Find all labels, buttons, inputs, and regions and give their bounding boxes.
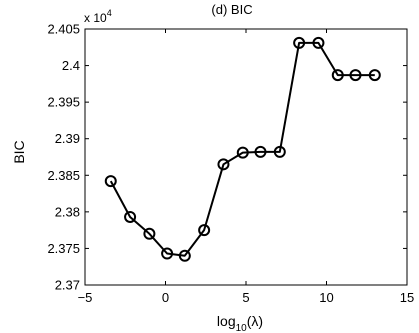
x-tick-label: 10 — [319, 290, 333, 305]
x-axis-label: log10(λ) — [217, 313, 263, 333]
chart-title: (d) BIC — [211, 2, 252, 17]
bic-series-line — [109, 41, 375, 257]
bic-data-point — [198, 224, 211, 237]
y-axis-label: BIC — [11, 140, 27, 163]
y-tick-label: 2.385 — [47, 168, 80, 183]
y-multiplier-base: x 10 — [84, 11, 107, 25]
bic-data-point — [349, 69, 362, 82]
x-axis-label-base: log — [217, 313, 236, 329]
bic-data-point — [254, 145, 267, 158]
y-multiplier-label: x 104 — [84, 8, 112, 25]
x-tick-label: 15 — [400, 290, 414, 305]
bic-data-point — [104, 175, 117, 188]
y-tick-label: 2.38 — [55, 204, 80, 219]
bic-data-point — [273, 145, 286, 158]
bic-data-point — [368, 69, 381, 82]
y-tick-label: 2.375 — [47, 241, 80, 256]
bic-data-point — [178, 249, 191, 262]
x-tick-label: −5 — [78, 290, 93, 305]
bic-data-point — [331, 69, 344, 82]
x-axis-label-argument: (λ) — [247, 313, 263, 329]
y-tick-label: 2.395 — [47, 95, 80, 110]
y-multiplier-exponent: 4 — [107, 8, 112, 18]
x-tick-label: 0 — [162, 290, 169, 305]
bic-data-point — [293, 36, 306, 49]
bic-data-point — [312, 36, 325, 49]
plot-area: −5 0 5 10 15 2.37 2.375 2.38 2.385 2.39 2.395 2.4 2.… — [47, 22, 414, 306]
bic-data-point — [236, 146, 249, 159]
bic-data-point — [217, 158, 230, 171]
y-tick-label: 2.37 — [55, 278, 80, 293]
y-tick-label: 2.4 — [62, 58, 80, 73]
y-tick-label: 2.405 — [47, 22, 80, 37]
bic-data-point — [143, 227, 156, 240]
x-axis-label-subscript: 10 — [236, 323, 248, 333]
bic-data-point — [161, 247, 174, 260]
x-tick-label: 5 — [242, 290, 249, 305]
y-tick-label: 2.39 — [55, 131, 80, 146]
bic-data-point — [124, 210, 137, 223]
